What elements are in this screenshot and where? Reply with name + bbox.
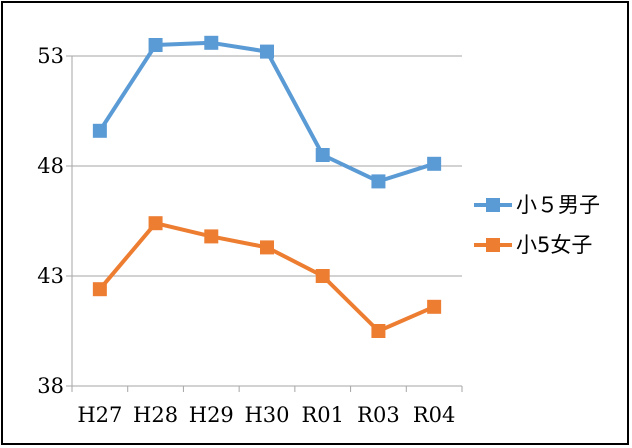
x-tick-label: R01: [301, 403, 344, 427]
data-point-marker: [204, 35, 219, 50]
legend-marker: [486, 198, 500, 212]
x-axis-tick-labels: H27 H28 H29 H30 R01 R03 R04: [77, 403, 455, 427]
series-2: [92, 216, 442, 338]
axes: [66, 55, 463, 392]
series-line: [98, 221, 435, 333]
data-point-marker: [148, 216, 163, 231]
x-tick-label: H29: [189, 403, 234, 427]
legend-marker: [486, 238, 500, 252]
legend-label: 小５男子: [516, 193, 600, 217]
y-tick-label: 53: [37, 44, 64, 68]
data-point-marker: [260, 240, 274, 255]
legend-label: 小5女子: [516, 233, 592, 257]
x-tick-label: H27: [77, 403, 122, 427]
x-tick-label: H30: [244, 403, 289, 427]
series-layer: [92, 35, 442, 338]
y-axis-tick-labels: 38 43 48 53: [37, 44, 64, 398]
data-point-marker: [204, 229, 219, 244]
data-point-marker: [427, 156, 442, 171]
data-point-marker: [92, 282, 107, 297]
data-point-marker: [427, 299, 442, 314]
data-point-marker: [260, 44, 274, 59]
data-point-marker: [315, 148, 330, 162]
series-1: [92, 35, 442, 189]
y-tick-label: 43: [37, 264, 64, 288]
legend-entry-2: 小5女子: [474, 233, 592, 257]
x-tick-label: R04: [413, 403, 456, 427]
data-point-marker: [371, 324, 386, 338]
x-tick-label: H28: [133, 403, 178, 427]
y-tick-label: 48: [37, 154, 64, 178]
series-line: [98, 40, 435, 184]
data-point-marker: [315, 269, 330, 283]
data-point-marker: [148, 38, 163, 52]
x-tick-label: R03: [357, 403, 400, 427]
data-point-marker: [371, 174, 386, 189]
y-tick-label: 38: [37, 374, 64, 398]
data-point-marker: [92, 123, 107, 138]
legend-entry-1: 小５男子: [474, 193, 600, 217]
